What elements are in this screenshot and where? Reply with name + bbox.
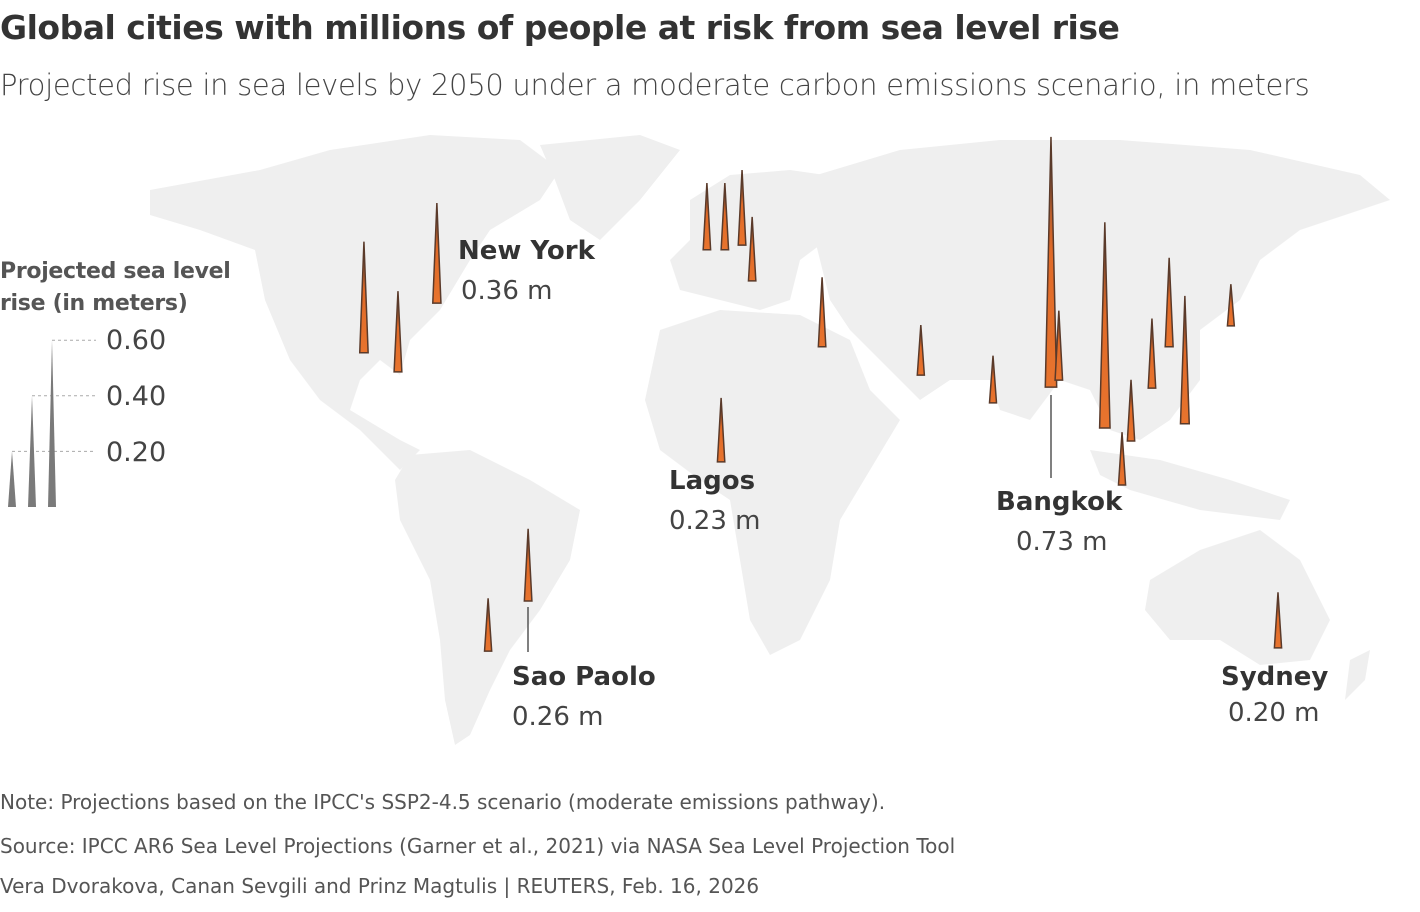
sea-level-spike — [1164, 257, 1174, 348]
legend-title-line1: Projected sea level — [0, 259, 231, 284]
sea-level-spike — [1098, 222, 1111, 429]
city-name: New York — [458, 236, 595, 266]
label-sydney: Sydney 0.20 m — [1221, 662, 1328, 728]
sea-level-spike — [1117, 432, 1127, 486]
city-value: 0.20 m — [1228, 698, 1320, 728]
sea-level-spike — [1226, 284, 1236, 327]
sea-level-spike — [720, 183, 730, 251]
sea-level-spike — [747, 216, 757, 282]
label-lagos: Lagos 0.23 m — [669, 466, 760, 536]
sea-level-spike — [1147, 318, 1157, 389]
city-value: 0.36 m — [461, 276, 553, 306]
australia — [1145, 530, 1330, 665]
new-zealand — [1345, 650, 1370, 700]
credit: Vera Dvorakova, Canan Sevgili and Prinz … — [0, 874, 760, 898]
asia — [800, 140, 1390, 440]
sea-level-spike — [483, 598, 493, 652]
south-america — [395, 450, 580, 745]
legend-title: Projected sea level rise (in meters) — [0, 256, 231, 320]
sea-level-spike — [988, 355, 998, 404]
city-value: 0.26 m — [512, 702, 604, 732]
source: Source: IPCC AR6 Sea Level Projections (… — [0, 834, 956, 858]
label-new-york: New York 0.36 m — [458, 236, 595, 306]
sea-level-spike — [1273, 592, 1283, 649]
chart-title: Global cities with millions of people at… — [0, 8, 1120, 47]
sea-level-spike — [1179, 295, 1191, 425]
city-value: 0.73 m — [1016, 527, 1108, 557]
legend-spikes — [8, 339, 96, 507]
sea-level-spike — [1054, 310, 1064, 381]
city-value: 0.23 m — [669, 506, 761, 536]
legend-spike — [8, 451, 16, 507]
land-masses — [150, 135, 1390, 745]
legend-spike — [28, 395, 36, 507]
legend-spike — [48, 340, 56, 507]
legend-tick-0.60: 0.60 — [106, 325, 167, 356]
label-sao-paolo: Sao Paolo 0.26 m — [512, 662, 656, 732]
city-name: Lagos — [669, 466, 756, 496]
legend-tick-0.40: 0.40 — [106, 381, 167, 412]
legend-tick-0.20: 0.20 — [106, 437, 167, 468]
city-name: Sao Paolo — [512, 662, 656, 692]
label-bangkok: Bangkok 0.73 m — [996, 487, 1122, 557]
sea-level-spike — [393, 291, 403, 373]
sea-level-spike — [817, 277, 827, 348]
greenland — [540, 135, 680, 240]
spikes — [358, 136, 1283, 652]
sea-level-spike — [432, 203, 442, 304]
sea-level-spike — [523, 528, 533, 602]
north-america — [150, 135, 560, 470]
city-name: Bangkok — [996, 487, 1123, 517]
city-name: Sydney — [1221, 662, 1329, 692]
legend-title-line2: rise (in meters) — [0, 291, 188, 316]
southeast-asia-islands — [1090, 450, 1290, 520]
sea-level-spike — [1044, 136, 1058, 388]
sea-level-spike — [1126, 379, 1136, 442]
sea-level-spike — [737, 170, 747, 246]
africa — [645, 310, 900, 655]
chart-subtitle: Projected rise in sea levels by 2050 und… — [0, 68, 1310, 102]
sea-level-spike — [358, 241, 369, 354]
sea-level-spike — [702, 183, 712, 251]
footnote: Note: Projections based on the IPCC's SS… — [0, 790, 886, 814]
sea-level-spike — [916, 324, 926, 376]
sea-level-spike — [716, 397, 726, 463]
